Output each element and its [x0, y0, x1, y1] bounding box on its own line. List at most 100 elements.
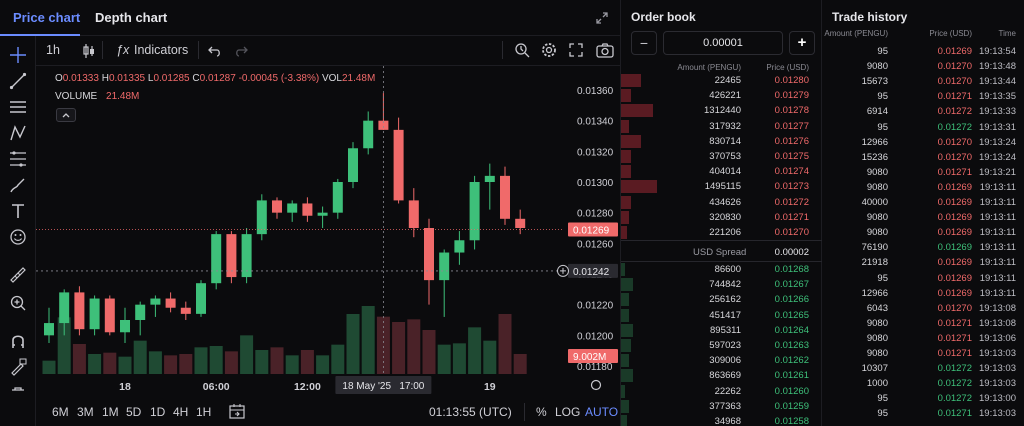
range-3m[interactable]: 3M [77, 405, 94, 419]
tab-depth-chart[interactable]: Depth chart [95, 10, 168, 25]
trade-row[interactable]: 9080 0.01270 19:13:48 [822, 59, 1024, 74]
range-1m[interactable]: 1M [102, 405, 119, 419]
magnet-icon[interactable] [9, 332, 27, 350]
high-value: 0.01335 [108, 73, 146, 84]
date-range-icon[interactable] [228, 403, 246, 419]
trade-row[interactable]: 9080 0.01269 19:13:11 [822, 225, 1024, 240]
trade-row[interactable]: 21918 0.01269 19:13:11 [822, 255, 1024, 270]
ask-row[interactable]: 830714 0.01276 [621, 134, 823, 149]
ask-row[interactable]: 426221 0.01279 [621, 88, 823, 103]
gear-icon[interactable] [541, 42, 557, 58]
trade-amount: 1000 [866, 378, 888, 390]
ask-row[interactable]: 320830 0.01271 [621, 210, 823, 225]
zoom-search-icon[interactable] [514, 42, 530, 58]
trade-row[interactable]: 15236 0.01270 19:13:24 [822, 150, 1024, 165]
candle-body [393, 129, 404, 201]
trade-row[interactable]: 6914 0.01272 19:13:33 [822, 104, 1024, 119]
tab-price-chart[interactable]: Price chart [13, 10, 81, 25]
bid-row[interactable]: 597023 0.01263 [621, 338, 823, 353]
trade-row[interactable]: 6043 0.01270 19:13:08 [822, 301, 1024, 316]
bid-row[interactable]: 744842 0.01267 [621, 277, 823, 292]
horizontal-lines-icon[interactable] [9, 98, 27, 116]
bid-row[interactable]: 256162 0.01266 [621, 292, 823, 307]
ask-row[interactable]: 404014 0.01274 [621, 164, 823, 179]
brush-icon[interactable] [9, 176, 27, 194]
bid-row[interactable]: 895311 0.01264 [621, 323, 823, 338]
fx-icon[interactable]: ƒx [116, 43, 130, 57]
bid-row[interactable]: 863669 0.01261 [621, 368, 823, 383]
trade-row[interactable]: 95 0.01272 19:13:31 [822, 120, 1024, 135]
ask-row[interactable]: 370753 0.01275 [621, 149, 823, 164]
volume-label: VOLUME [55, 91, 98, 102]
bid-row[interactable]: 86600 0.01268 [621, 262, 823, 277]
trade-row[interactable]: 9080 0.01269 19:13:11 [822, 210, 1024, 225]
volume-bar [346, 314, 360, 374]
log-toggle[interactable]: LOG [555, 405, 581, 419]
ask-row[interactable]: 317932 0.01277 [621, 119, 823, 134]
bid-row[interactable]: 34968 0.01258 [621, 414, 823, 426]
trade-row[interactable]: 15673 0.01270 19:13:44 [822, 74, 1024, 89]
indicators-button[interactable]: Indicators [134, 43, 189, 57]
price-chart[interactable]: 0.013600.013400.013200.013000.012800.012… [36, 66, 620, 398]
volume-bar [194, 347, 208, 374]
percent-toggle[interactable]: % [536, 405, 547, 419]
utc-clock[interactable]: 01:13:55 (UTC) [429, 405, 512, 419]
trend-line-icon[interactable] [9, 72, 27, 90]
price-step-input[interactable] [663, 31, 783, 55]
ask-row[interactable]: 22465 0.01280 [621, 73, 823, 88]
bid-row[interactable]: 377363 0.01259 [621, 399, 823, 414]
interval-select[interactable]: 1h [46, 43, 60, 57]
trade-row[interactable]: 76190 0.01269 19:13:11 [822, 240, 1024, 255]
trade-row[interactable]: 95 0.01271 19:13:03 [822, 406, 1024, 421]
trade-row[interactable]: 10307 0.01272 19:13:03 [822, 361, 1024, 376]
decrease-step-button[interactable]: − [631, 31, 657, 55]
text-tool-icon[interactable] [9, 202, 27, 220]
ask-row[interactable]: 434626 0.01272 [621, 195, 823, 210]
expand-icon[interactable] [595, 11, 609, 25]
trade-row[interactable]: 12966 0.01269 19:13:11 [822, 286, 1024, 301]
ask-row[interactable]: 221206 0.01270 [621, 225, 823, 240]
crosshair-icon[interactable] [9, 46, 27, 64]
pattern-icon[interactable] [9, 124, 27, 142]
volume-bar [376, 316, 390, 374]
trade-row[interactable]: 9080 0.01271 19:13:03 [822, 346, 1024, 361]
trade-row[interactable]: 95 0.01269 19:13:54 [822, 44, 1024, 59]
trade-row[interactable]: 9080 0.01271 19:13:21 [822, 165, 1024, 180]
trade-row[interactable]: 40000 0.01269 19:13:11 [822, 195, 1024, 210]
trash-icon[interactable] [9, 384, 27, 402]
range-4h[interactable]: 4H [173, 405, 189, 419]
trade-row[interactable]: 1000 0.01272 19:13:03 [822, 376, 1024, 391]
ruler-icon[interactable] [9, 266, 27, 284]
collapse-legend-button[interactable] [56, 108, 76, 122]
trade-row[interactable]: 12966 0.01270 19:13:24 [822, 135, 1024, 150]
auto-toggle[interactable]: AUTO [585, 405, 619, 419]
candle-type-icon[interactable] [82, 43, 96, 59]
trade-row[interactable]: 95 0.01269 19:13:11 [822, 271, 1024, 286]
drawing-toolbar [0, 36, 36, 426]
lock-drawing-icon[interactable] [9, 358, 27, 376]
emoji-icon[interactable] [9, 228, 27, 246]
fullscreen-icon[interactable] [569, 43, 583, 57]
trade-row[interactable]: 95 0.01271 19:13:35 [822, 89, 1024, 104]
bid-row[interactable]: 451417 0.01265 [621, 308, 823, 323]
trade-row[interactable]: 95 0.01272 19:13:00 [822, 391, 1024, 406]
camera-icon[interactable] [596, 42, 614, 58]
range-6m[interactable]: 6M [52, 405, 69, 419]
bid-row[interactable]: 309006 0.01262 [621, 353, 823, 368]
trade-amount: 95 [877, 46, 888, 57]
trade-row[interactable]: 9080 0.01271 19:13:06 [822, 331, 1024, 346]
range-1d[interactable]: 1D [150, 405, 166, 419]
ask-row[interactable]: 1495115 0.01273 [621, 179, 823, 194]
redo-icon[interactable] [234, 44, 248, 58]
fib-icon[interactable] [9, 150, 27, 168]
zoom-in-icon[interactable] [9, 294, 27, 312]
trade-row[interactable]: 9080 0.01269 19:13:11 [822, 180, 1024, 195]
undo-icon[interactable] [208, 44, 222, 58]
range-5d[interactable]: 5D [126, 405, 142, 419]
bid-row[interactable]: 22262 0.01260 [621, 384, 823, 399]
spread-value: 0.00002 [774, 247, 809, 258]
range-1h[interactable]: 1H [196, 405, 212, 419]
ask-row[interactable]: 1312440 0.01278 [621, 103, 823, 118]
trade-row[interactable]: 9080 0.01271 19:13:08 [822, 316, 1024, 331]
increase-step-button[interactable]: + [789, 31, 815, 55]
